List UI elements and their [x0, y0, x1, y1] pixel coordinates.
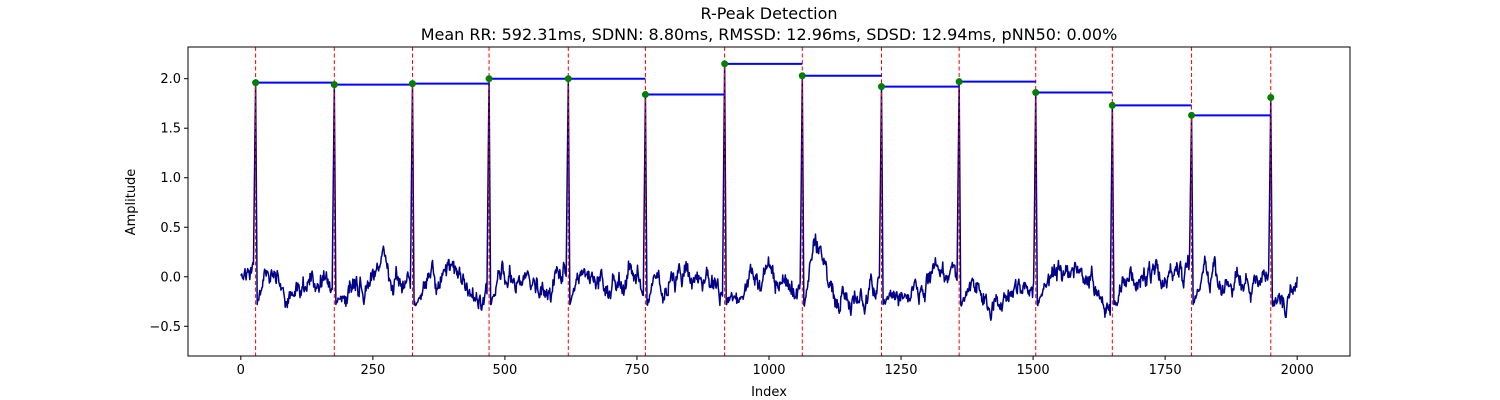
- axes-frame: [187, 46, 1351, 357]
- x-tick-label: 1000: [752, 363, 785, 378]
- y-tick-label: 2.0: [160, 72, 181, 87]
- plot-area: [240, 47, 1298, 356]
- y-tick-label: 1.0: [160, 171, 181, 186]
- x-axis-ticks: 0 250 500 750 1000 1250 1500 1750 2000: [237, 356, 1314, 378]
- r-peak-point: [1108, 101, 1116, 109]
- y-tick-label: 0.0: [160, 270, 181, 285]
- chart-title: R-Peak Detection: [700, 4, 837, 23]
- x-tick-label: 1500: [1017, 363, 1050, 378]
- y-axis-label: Amplitude: [124, 169, 139, 236]
- y-tick-label: 1.5: [160, 122, 181, 137]
- r-peak-point: [408, 80, 416, 88]
- plot-content: [240, 47, 1298, 356]
- x-tick-label: 500: [492, 363, 517, 378]
- x-tick-label: 0: [237, 363, 245, 378]
- ecg-signal-line: [240, 63, 1298, 321]
- r-peak-point: [330, 81, 338, 89]
- chart-subtitle: Mean RR: 592.31ms, SDNN: 8.80ms, RMSSD: …: [421, 25, 1118, 44]
- x-axis-label: Index: [751, 385, 787, 400]
- r-peak-point: [641, 91, 649, 99]
- r-peak-point: [955, 78, 963, 86]
- y-tick-label: 0.5: [160, 221, 181, 236]
- x-tick-label: 750: [625, 363, 650, 378]
- r-peak-point: [878, 83, 886, 91]
- r-peak-point: [1188, 111, 1196, 119]
- y-axis-ticks: −0.5 0.0 0.5 1.0 1.5 2.0: [149, 72, 188, 335]
- x-tick-label: 2000: [1281, 363, 1314, 378]
- y-tick-label: −0.5: [149, 320, 181, 335]
- r-peak-point: [721, 60, 729, 68]
- r-peak-point: [1032, 89, 1040, 97]
- x-tick-label: 250: [360, 363, 385, 378]
- r-peak-point: [485, 75, 493, 83]
- r-peak-point: [798, 72, 806, 80]
- x-tick-label: 1750: [1149, 363, 1182, 378]
- r-peak-point: [564, 75, 572, 83]
- r-peak-point: [1267, 94, 1275, 102]
- x-tick-label: 1250: [884, 363, 917, 378]
- r-peak-point: [252, 79, 260, 87]
